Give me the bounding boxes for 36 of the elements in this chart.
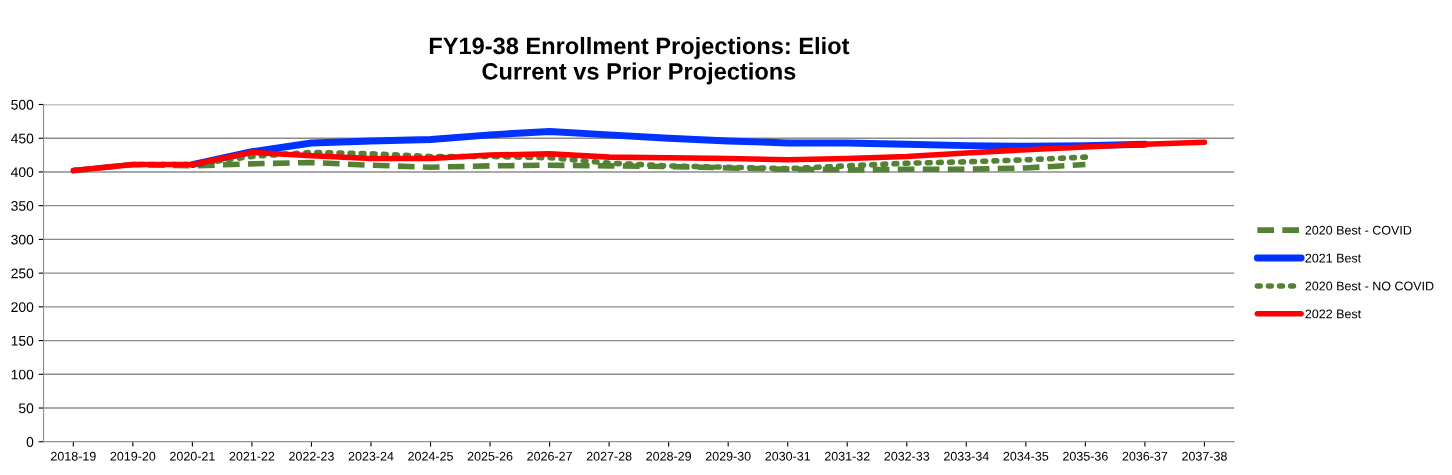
y-tick-label: 350: [11, 201, 34, 211]
y-tick-label: 250: [11, 268, 34, 279]
y-tick-label: 300: [11, 234, 34, 245]
legend-label: 2021 Best: [1305, 253, 1362, 263]
y-tick-label: 450: [10, 133, 34, 144]
x-tick-label: 2032-33: [884, 451, 930, 461]
y-tick-label: 400: [10, 167, 34, 178]
y-tick-label: 200: [11, 302, 34, 313]
x-tick-label: 2037-38: [1182, 451, 1227, 461]
x-tick-label: 2020-21: [170, 451, 215, 461]
x-tick-label: 2028-29: [646, 451, 691, 461]
x-tick-label: 2025-26: [467, 451, 513, 461]
x-tick-label: 2023-24: [348, 451, 394, 461]
x-tick-label: 2018-19: [51, 451, 96, 461]
x-tick-label: 2029-30: [705, 451, 751, 461]
x-tick-label: 2027-28: [586, 451, 632, 461]
legend-label: 2020 Best - COVID: [1305, 225, 1412, 235]
x-tick-label: 2026-27: [527, 451, 572, 461]
chart-title: FY19-38 Enrollment Projections: Eliot Current vs Prior Projections: [429, 36, 850, 85]
y-tick-label: 50: [18, 403, 34, 414]
x-tick-label: 2030-31: [765, 451, 811, 461]
legend-label: 2020 Best - NO COVID: [1305, 281, 1434, 291]
x-tick-label: 2035-36: [1063, 451, 1108, 461]
x-tick-label: 2021-22: [229, 451, 275, 461]
x-tick-label: 2022-23: [289, 451, 334, 461]
y-tick-label: 0: [26, 437, 34, 447]
x-tick-label: 2033-34: [944, 451, 989, 461]
x-tick-label: 2019-20: [110, 451, 156, 461]
y-tick-label: 100: [11, 369, 34, 380]
legend-label: 2022 Best: [1305, 309, 1362, 319]
x-tick-label: 2024-25: [408, 451, 453, 461]
x-tick-label: 2034-35: [1003, 451, 1049, 461]
y-tick-label: 500: [11, 99, 34, 110]
y-tick-label: 150: [11, 335, 34, 346]
x-tick-label: 2031-32: [824, 451, 870, 461]
x-tick-label: 2036-37: [1122, 451, 1168, 461]
